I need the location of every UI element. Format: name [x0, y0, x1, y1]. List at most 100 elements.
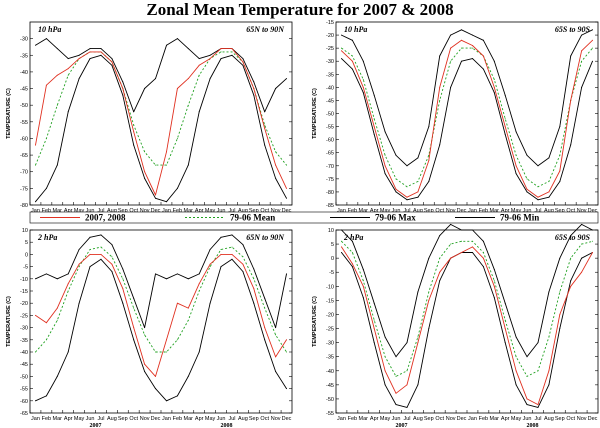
data-point	[111, 256, 113, 258]
y-tick-label: -55	[20, 120, 28, 126]
data-point	[166, 151, 167, 153]
data-point	[570, 55, 572, 57]
data-point	[176, 395, 178, 397]
x-tick-label: Jan	[337, 208, 346, 214]
data-point	[286, 187, 287, 189]
y-tick-label: -80	[20, 203, 28, 209]
x-tick-label: Nov	[577, 416, 587, 422]
data-point	[155, 194, 156, 196]
data-point	[56, 375, 58, 377]
data-point	[122, 81, 124, 83]
x-tick-label: Jan	[31, 208, 40, 214]
data-point	[341, 246, 342, 248]
x-tick-label: Jul	[97, 416, 104, 422]
y-tick-label: -5	[329, 270, 334, 276]
data-point	[264, 124, 266, 126]
data-point	[548, 157, 550, 159]
data-point	[384, 154, 386, 156]
data-point	[395, 375, 397, 377]
data-point	[504, 342, 506, 344]
series-line	[35, 48, 287, 196]
x-tick-label: Sep	[249, 416, 259, 422]
data-point	[482, 257, 484, 259]
data-point	[275, 177, 277, 179]
data-point	[493, 92, 495, 94]
data-point	[362, 92, 364, 94]
legend: 2007, 2008 79-06 Mean 79-06 Max 79-06 Min	[29, 211, 599, 224]
data-point	[384, 165, 386, 167]
data-point	[592, 229, 593, 231]
data-point	[78, 302, 80, 304]
data-point	[439, 280, 441, 282]
y-tick-label: -35	[20, 338, 28, 344]
data-point	[515, 173, 517, 175]
data-point	[100, 258, 102, 260]
data-point	[35, 351, 36, 353]
x-tick-label: Dec	[282, 416, 292, 422]
data-point	[67, 74, 69, 76]
y-tick-label: -15	[326, 20, 334, 26]
data-point	[406, 342, 408, 344]
legend-label: 79-06 Max	[375, 213, 416, 223]
data-point	[461, 229, 462, 231]
data-point	[548, 196, 550, 198]
data-point	[155, 273, 156, 275]
data-point	[264, 327, 266, 329]
data-point	[111, 271, 113, 272]
data-point	[461, 29, 462, 31]
x-tick-label: May	[74, 208, 85, 214]
x-tick-label: Aug	[107, 416, 117, 422]
data-point	[548, 336, 550, 338]
data-point	[176, 273, 178, 275]
data-point	[231, 258, 233, 260]
data-point	[264, 339, 266, 341]
data-point	[45, 395, 47, 397]
x-tick-label: Dec	[457, 416, 467, 422]
y-tick-label: -15	[20, 289, 28, 295]
data-point	[176, 339, 178, 341]
x-tick-label: May	[205, 208, 216, 214]
data-point	[559, 170, 561, 172]
series-line	[35, 51, 287, 166]
x-tick-label: Sep	[424, 208, 434, 214]
plot-frame	[29, 21, 293, 206]
series-line	[35, 246, 287, 353]
y-tick-label: -70	[20, 170, 28, 176]
data-point	[100, 51, 102, 53]
data-point	[341, 229, 342, 231]
panel-2: -15 -20 -25 -30 -35 -40 -45 -50 -55 -60 -65 -70 -75 -…	[312, 20, 599, 221]
x-tick-label: Jun	[523, 208, 532, 214]
y-tick-label: -25	[326, 46, 334, 52]
data-point	[89, 51, 91, 53]
data-point	[144, 327, 146, 329]
legend-label: 79-06 Min	[500, 213, 539, 223]
data-point	[482, 55, 484, 57]
y-tick-label: -30	[20, 326, 28, 332]
data-point	[264, 111, 266, 113]
y-tick-label: -35	[326, 72, 334, 78]
data-point	[362, 297, 364, 299]
data-point	[428, 257, 430, 259]
data-point	[275, 327, 277, 329]
y-tick-label: -20	[326, 33, 334, 39]
data-point	[439, 99, 441, 101]
data-point	[515, 370, 517, 372]
y-tick-label: -5	[23, 265, 28, 271]
x-tick-label: Jan	[337, 416, 346, 422]
data-point	[493, 268, 495, 270]
data-point	[548, 191, 550, 193]
data-point	[133, 339, 135, 341]
data-point	[122, 94, 124, 96]
data-point	[166, 351, 167, 353]
y-tick-label: -20	[326, 312, 334, 318]
y-tick-label: -25	[20, 313, 28, 319]
y-tick-label: 5	[25, 240, 28, 246]
data-point	[417, 336, 419, 338]
series-line	[341, 29, 593, 167]
y-tick-label: -65	[20, 153, 28, 159]
data-point	[35, 201, 36, 203]
x-tick-label: Jan	[468, 208, 477, 214]
data-point	[493, 79, 495, 80]
x-tick-label: Aug	[544, 208, 554, 214]
data-point	[56, 48, 58, 50]
